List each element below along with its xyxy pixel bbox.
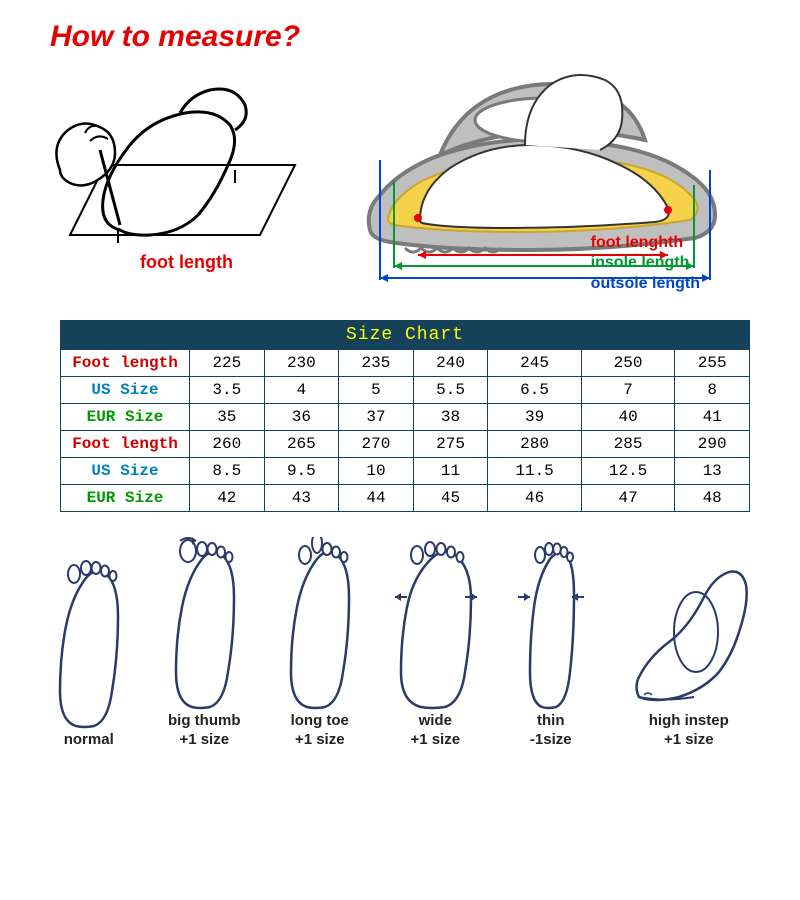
cell: 37 (339, 404, 414, 431)
row-label-us: US Size (61, 458, 190, 485)
cell: 235 (339, 350, 414, 377)
foot-type-highinstep: high instep +1 size (624, 537, 754, 750)
size-chart-table: Size Chart Foot length 225 230 235 240 2… (60, 320, 750, 512)
cell: 7 (581, 377, 675, 404)
trace-diagram: foot length (30, 75, 310, 285)
foot-type-adjust: +1 size (295, 731, 345, 750)
foot-type-name: thin (537, 712, 565, 731)
cell: 4 (264, 377, 339, 404)
outsole-length-text: outsole length (591, 274, 700, 295)
cell: 36 (264, 404, 339, 431)
cell: 250 (581, 350, 675, 377)
foot-thin-icon (508, 537, 593, 712)
row-label-foot: Foot length (61, 350, 190, 377)
cell: 225 (190, 350, 265, 377)
cell: 42 (190, 485, 265, 512)
table-row: EUR Size 42 43 44 45 46 47 48 (61, 485, 750, 512)
cell: 240 (413, 350, 488, 377)
table-row: Foot length 225 230 235 240 245 250 255 (61, 350, 750, 377)
cell: 230 (264, 350, 339, 377)
size-chart: Size Chart Foot length 225 230 235 240 2… (0, 310, 800, 527)
row-label-foot: Foot length (61, 431, 190, 458)
cell: 46 (488, 485, 582, 512)
page-title: How to measure? (50, 20, 300, 54)
row-label-eur: EUR Size (61, 485, 190, 512)
cell: 5 (339, 377, 414, 404)
foot-type-name: wide (419, 712, 452, 731)
foot-type-name: long toe (291, 712, 349, 731)
cell: 3.5 (190, 377, 265, 404)
row-label-us: US Size (61, 377, 190, 404)
foot-type-thin: thin -1size (508, 537, 593, 750)
cell: 280 (488, 431, 582, 458)
cell: 38 (413, 404, 488, 431)
cell: 260 (190, 431, 265, 458)
foot-type-adjust: +1 size (179, 731, 229, 750)
cell: 285 (581, 431, 675, 458)
cell: 255 (675, 350, 750, 377)
cell: 43 (264, 485, 339, 512)
cell: 13 (675, 458, 750, 485)
foot-type-adjust: +1 size (664, 731, 714, 750)
table-row: Foot length 260 265 270 275 280 285 290 (61, 431, 750, 458)
foot-type-adjust: +1 size (410, 731, 460, 750)
cell: 35 (190, 404, 265, 431)
row-label-eur: EUR Size (61, 404, 190, 431)
cell: 40 (581, 404, 675, 431)
cell: 8.5 (190, 458, 265, 485)
shoe-diagram: foot lenghth insole length outsole lengt… (350, 50, 730, 300)
foot-type-bigthumb: big thumb +1 size (162, 537, 247, 750)
cell: 41 (675, 404, 750, 431)
shoe-length-labels: foot lenghth insole length outsole lengt… (591, 233, 700, 295)
cell: 245 (488, 350, 582, 377)
cell: 11.5 (488, 458, 582, 485)
cell: 11 (413, 458, 488, 485)
cell: 12.5 (581, 458, 675, 485)
foot-length-text: foot lenghth (591, 233, 700, 254)
table-row: US Size 3.5 4 5 5.5 6.5 7 8 (61, 377, 750, 404)
foot-bigthumb-icon (162, 537, 247, 712)
size-chart-title: Size Chart (61, 321, 750, 350)
cell: 275 (413, 431, 488, 458)
foot-types-row: normal big thumb +1 size long toe (0, 527, 800, 750)
cell: 39 (488, 404, 582, 431)
foot-type-name: high instep (649, 712, 729, 731)
foot-normal-icon (46, 556, 131, 731)
foot-type-adjust: -1size (530, 731, 572, 750)
foot-type-longtoe: long toe +1 size (277, 537, 362, 750)
cell: 270 (339, 431, 414, 458)
foot-type-normal: normal (46, 556, 131, 750)
cell: 48 (675, 485, 750, 512)
cell: 290 (675, 431, 750, 458)
foot-length-label: foot length (140, 252, 233, 273)
cell: 5.5 (413, 377, 488, 404)
cell: 8 (675, 377, 750, 404)
foot-type-name: normal (64, 731, 114, 750)
cell: 10 (339, 458, 414, 485)
table-row: US Size 8.5 9.5 10 11 11.5 12.5 13 (61, 458, 750, 485)
foot-highinstep-icon (624, 537, 754, 712)
foot-longtoe-icon (277, 537, 362, 712)
foot-type-name: big thumb (168, 712, 240, 731)
foot-wide-icon (393, 537, 478, 712)
foot-type-wide: wide +1 size (393, 537, 478, 750)
insole-length-text: insole length (591, 253, 700, 274)
cell: 6.5 (488, 377, 582, 404)
cell: 47 (581, 485, 675, 512)
cell: 9.5 (264, 458, 339, 485)
cell: 265 (264, 431, 339, 458)
cell: 45 (413, 485, 488, 512)
cell: 44 (339, 485, 414, 512)
table-row: EUR Size 35 36 37 38 39 40 41 (61, 404, 750, 431)
